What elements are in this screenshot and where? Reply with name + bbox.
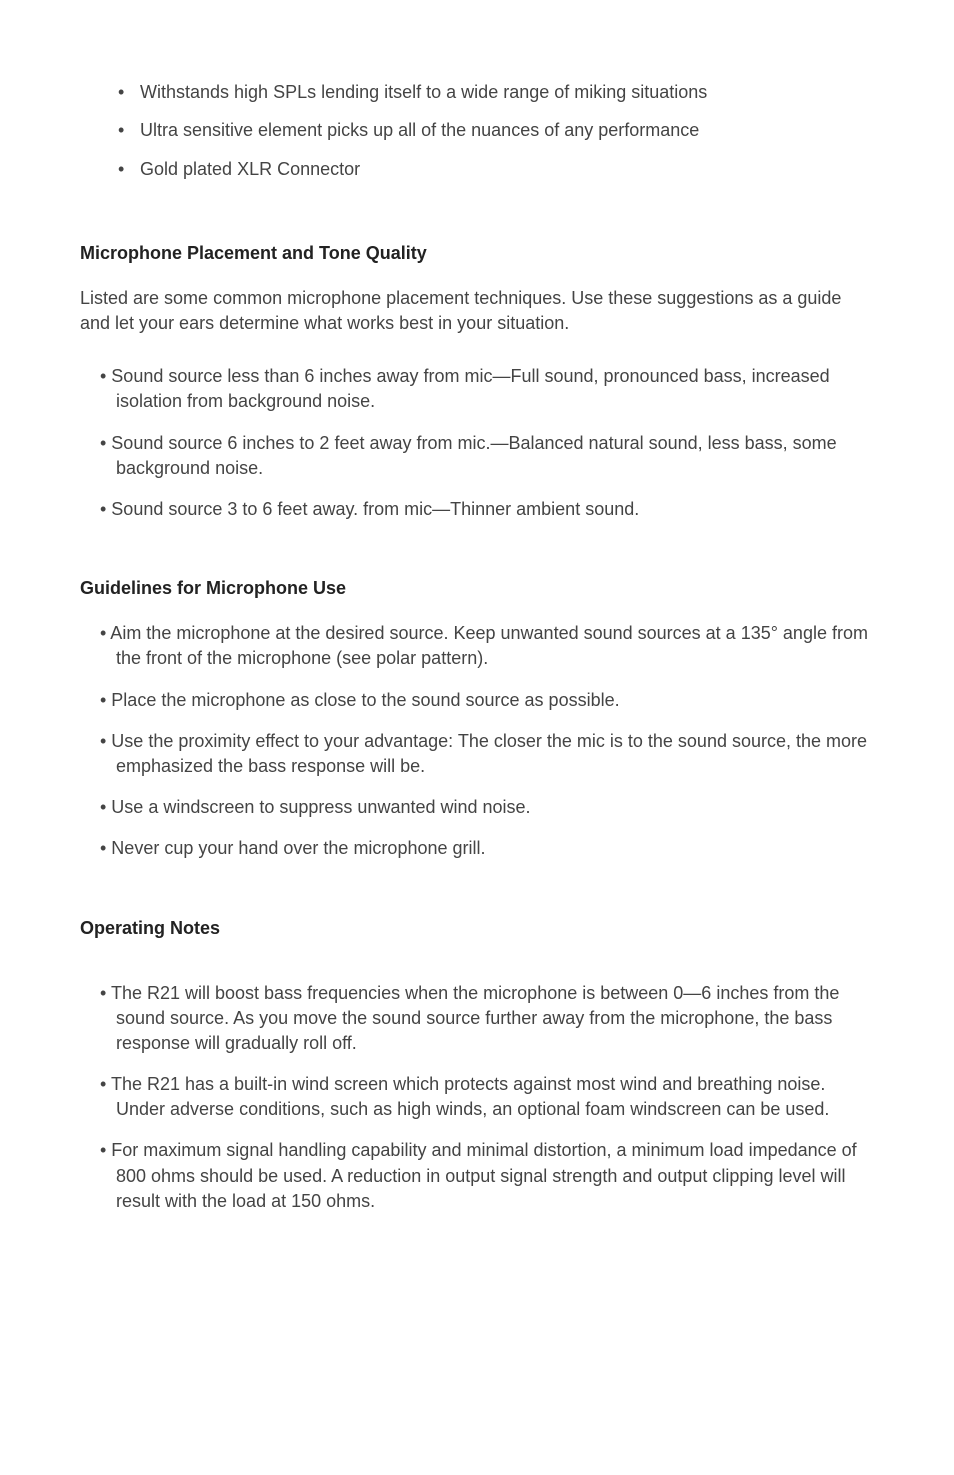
list-item: Ultra sensitive element picks up all of … [118,118,874,142]
list-item: • Sound source 3 to 6 feet away. from mi… [100,497,874,522]
list-item: Withstands high SPLs lending itself to a… [118,80,874,104]
placement-heading: Microphone Placement and Tone Quality [80,243,874,264]
list-item: Gold plated XLR Connector [118,157,874,181]
spacer [80,961,874,981]
operating-list: • The R21 will boost bass frequencies wh… [80,981,874,1215]
list-item: • Use a windscreen to suppress unwanted … [100,795,874,820]
placement-intro: Listed are some common microphone placem… [80,286,874,336]
top-features-list: Withstands high SPLs lending itself to a… [80,80,874,181]
list-item: • Use the proximity effect to your advan… [100,729,874,779]
guidelines-list: • Aim the microphone at the desired sour… [80,621,874,861]
list-item: • For maximum signal handling capability… [100,1138,874,1214]
list-item: • Sound source 6 inches to 2 feet away f… [100,431,874,481]
list-item: • Sound source less than 6 inches away f… [100,364,874,414]
list-item: • The R21 will boost bass frequencies wh… [100,981,874,1057]
guidelines-heading: Guidelines for Microphone Use [80,578,874,599]
list-item: • Aim the microphone at the desired sour… [100,621,874,671]
list-item: • Never cup your hand over the microphon… [100,836,874,861]
list-item: • The R21 has a built-in wind screen whi… [100,1072,874,1122]
placement-list: • Sound source less than 6 inches away f… [80,364,874,522]
operating-heading: Operating Notes [80,918,874,939]
list-item: • Place the microphone as close to the s… [100,688,874,713]
